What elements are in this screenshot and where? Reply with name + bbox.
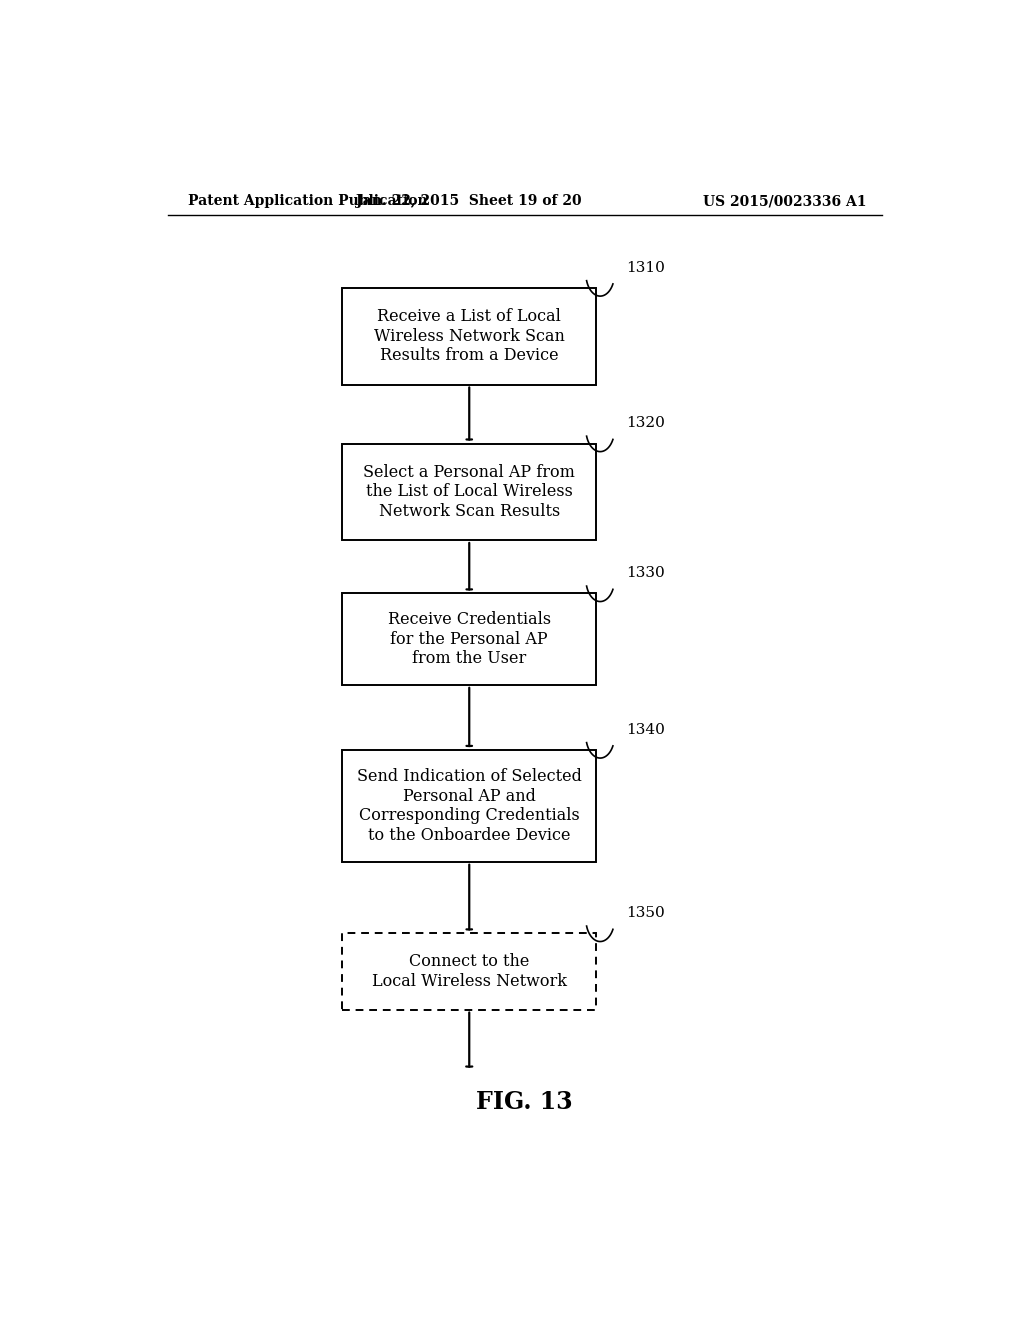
FancyBboxPatch shape [342,750,596,862]
FancyBboxPatch shape [342,933,596,1010]
Text: US 2015/0023336 A1: US 2015/0023336 A1 [702,194,866,209]
Text: 1310: 1310 [627,260,666,275]
FancyBboxPatch shape [342,288,596,384]
Text: Patent Application Publication: Patent Application Publication [187,194,427,209]
FancyBboxPatch shape [342,594,596,685]
Text: 1330: 1330 [627,566,666,579]
Text: 1350: 1350 [627,906,666,920]
Text: Send Indication of Selected
Personal AP and
Corresponding Credentials
to the Onb: Send Indication of Selected Personal AP … [356,768,582,843]
Text: Jan. 22, 2015  Sheet 19 of 20: Jan. 22, 2015 Sheet 19 of 20 [356,194,582,209]
FancyBboxPatch shape [342,444,596,540]
Text: FIG. 13: FIG. 13 [476,1089,573,1114]
Text: Connect to the
Local Wireless Network: Connect to the Local Wireless Network [372,953,566,990]
Text: Receive a List of Local
Wireless Network Scan
Results from a Device: Receive a List of Local Wireless Network… [374,308,564,364]
Text: Receive Credentials
for the Personal AP
from the User: Receive Credentials for the Personal AP … [388,611,551,667]
Text: 1320: 1320 [627,416,666,430]
Text: Select a Personal AP from
the List of Local Wireless
Network Scan Results: Select a Personal AP from the List of Lo… [364,463,575,520]
Text: 1340: 1340 [627,722,666,737]
